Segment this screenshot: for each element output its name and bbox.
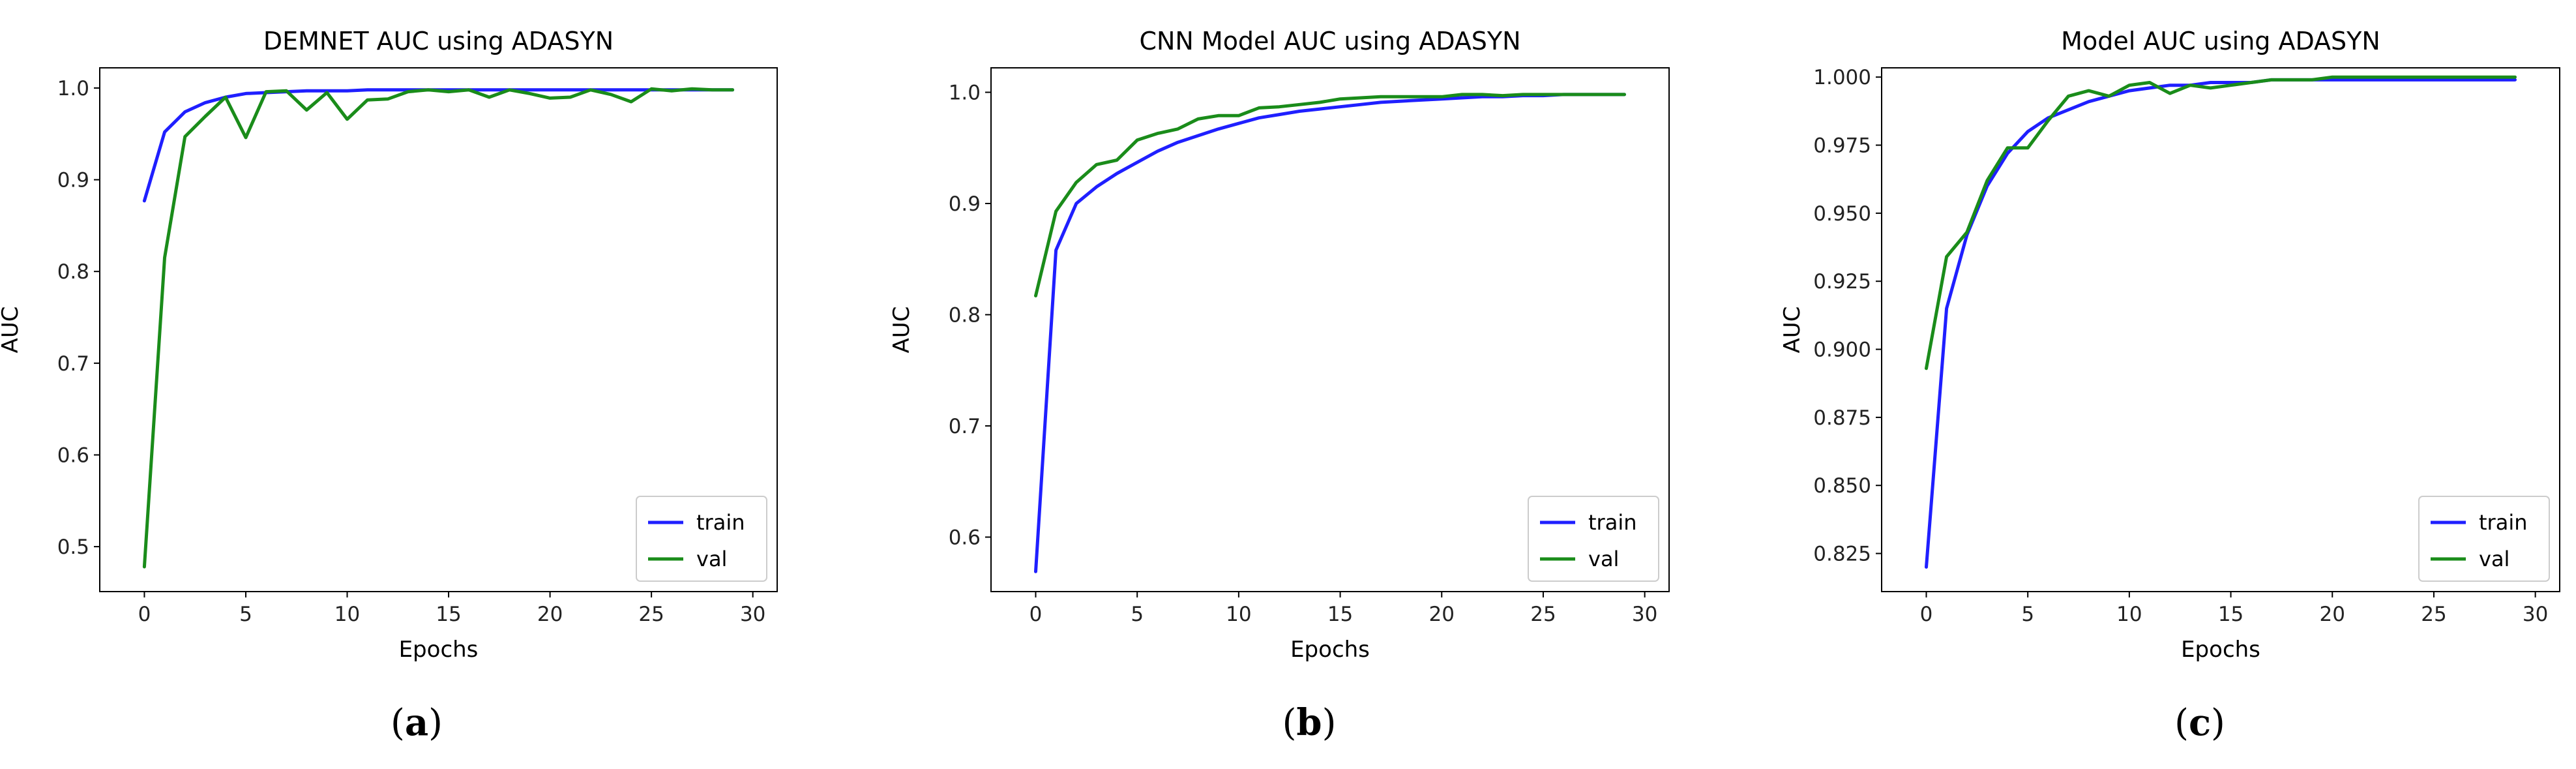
y-tick-label: 0.7 [57,352,89,376]
x-tick-label: 25 [638,603,664,626]
y-tick-label: 0.8 [57,260,89,284]
subfigure-letter: a [405,701,428,744]
x-tick-label: 20 [1429,603,1455,626]
legend: train val [636,496,767,582]
y-tick-label: 0.8 [949,303,981,327]
x-tick-label: 25 [1530,603,1556,626]
y-axis-label: AUC [0,307,23,354]
series-line-val [142,87,735,569]
y-tick-label: 1.0 [949,82,981,105]
y-axis-label: AUC [1779,307,1805,354]
y-tick-label: 0.950 [1813,202,1871,226]
legend-label-val: val [2479,547,2509,571]
x-tick-label: 0 [1920,603,1933,626]
x-tick-label: 5 [239,603,252,626]
plot-frame [990,67,1670,592]
x-tick-label: 30 [2523,603,2548,626]
x-tick-label: 30 [1632,603,1657,626]
y-tick-label: 0.6 [57,444,89,467]
series-line-train [1925,78,2517,569]
x-axis-label: Epochs [2181,637,2260,663]
x-tick-label: 5 [2021,603,2034,626]
y-tick-label: 0.9 [57,169,89,192]
x-tick-label: 10 [2116,603,2142,626]
legend: train val [1528,496,1659,582]
legend-label-train: train [2479,510,2527,535]
subfigure-caption: (a) [391,701,443,744]
plot-frame [1881,67,2560,592]
chart-title: Model AUC using ADASYN [2061,27,2380,55]
y-tick-label: 0.6 [949,526,981,549]
chart-panel-c: Model AUC using ADASYN 0 5 10 15 20 25 30 0.825 0… [1779,27,2560,663]
x-tick-label: 20 [537,603,563,626]
chart-panel-a: DEMNET AUC using ADASYN 0 5 10 15 20 25 30 0.5 0.… [0,27,778,663]
y-tick-label: 0.925 [1813,270,1871,294]
chart-title: CNN Model AUC using ADASYN [1139,27,1520,55]
series-line-val [1925,75,2517,370]
legend-label-train: train [696,510,745,535]
x-tick-label: 15 [436,603,461,626]
y-tick-label: 1.0 [57,77,89,100]
y-tick-label: 0.9 [949,192,981,216]
legend-label-val: val [1588,547,1619,571]
y-tick-label: 1.000 [1813,66,1871,89]
legend: train val [2418,496,2550,582]
x-tick-label: 15 [1327,603,1353,626]
y-tick-label: 0.875 [1813,406,1871,430]
x-tick-label: 10 [1226,603,1251,626]
legend-label-val: val [696,547,727,571]
x-tick-label: 15 [2218,603,2243,626]
chart-panel-b: CNN Model AUC using ADASYN 0 5 10 15 20 25 30 0.… [889,27,1670,663]
subfigure-caption: (b) [1282,701,1337,744]
y-tick-label: 0.975 [1813,134,1871,158]
y-tick-label: 0.900 [1813,339,1871,362]
y-tick-label: 0.7 [949,415,981,438]
x-tick-label: 25 [2421,603,2446,626]
series-line-train [142,88,735,203]
series-line-val [1034,93,1626,297]
x-tick-label: 0 [138,603,151,626]
y-tick-label: 0.850 [1813,474,1871,498]
subfigure-letter: b [1296,701,1322,744]
y-axis-label: AUC [889,307,915,354]
y-tick-label: 0.5 [57,535,89,559]
x-tick-label: 10 [334,603,360,626]
plot-frame [99,67,778,592]
y-tick-label: 0.825 [1813,543,1871,566]
legend-label-train: train [1588,510,1636,535]
chart-title: DEMNET AUC using ADASYN [263,27,614,55]
x-tick-label: 0 [1029,603,1043,626]
x-tick-label: 20 [2320,603,2345,626]
subfigure-caption: (c) [2174,701,2225,744]
x-axis-label: Epochs [399,637,479,663]
x-tick-label: 5 [1131,603,1144,626]
x-tick-label: 30 [740,603,765,626]
x-axis-label: Epochs [1290,637,1370,663]
subfigure-letter: c [2189,701,2211,744]
